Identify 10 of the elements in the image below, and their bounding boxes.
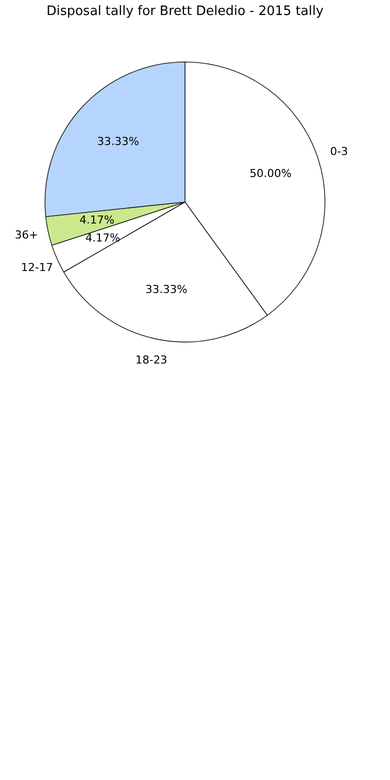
slice-label: 18-23 (135, 353, 168, 366)
data-label: 4.17% (79, 214, 114, 227)
data-label: 33.33% (145, 283, 188, 296)
data-label: 33.33% (97, 134, 140, 148)
data-label: 4.17% (85, 232, 120, 245)
slice-label: 12-17 (21, 260, 53, 274)
chart-title: Disposal tally for Brett Deledio - 2015 tally (46, 4, 324, 19)
slice-label: 0-3 (330, 144, 348, 158)
data-label: 50.00% (250, 167, 292, 180)
slice-label: 36+ (14, 228, 38, 242)
